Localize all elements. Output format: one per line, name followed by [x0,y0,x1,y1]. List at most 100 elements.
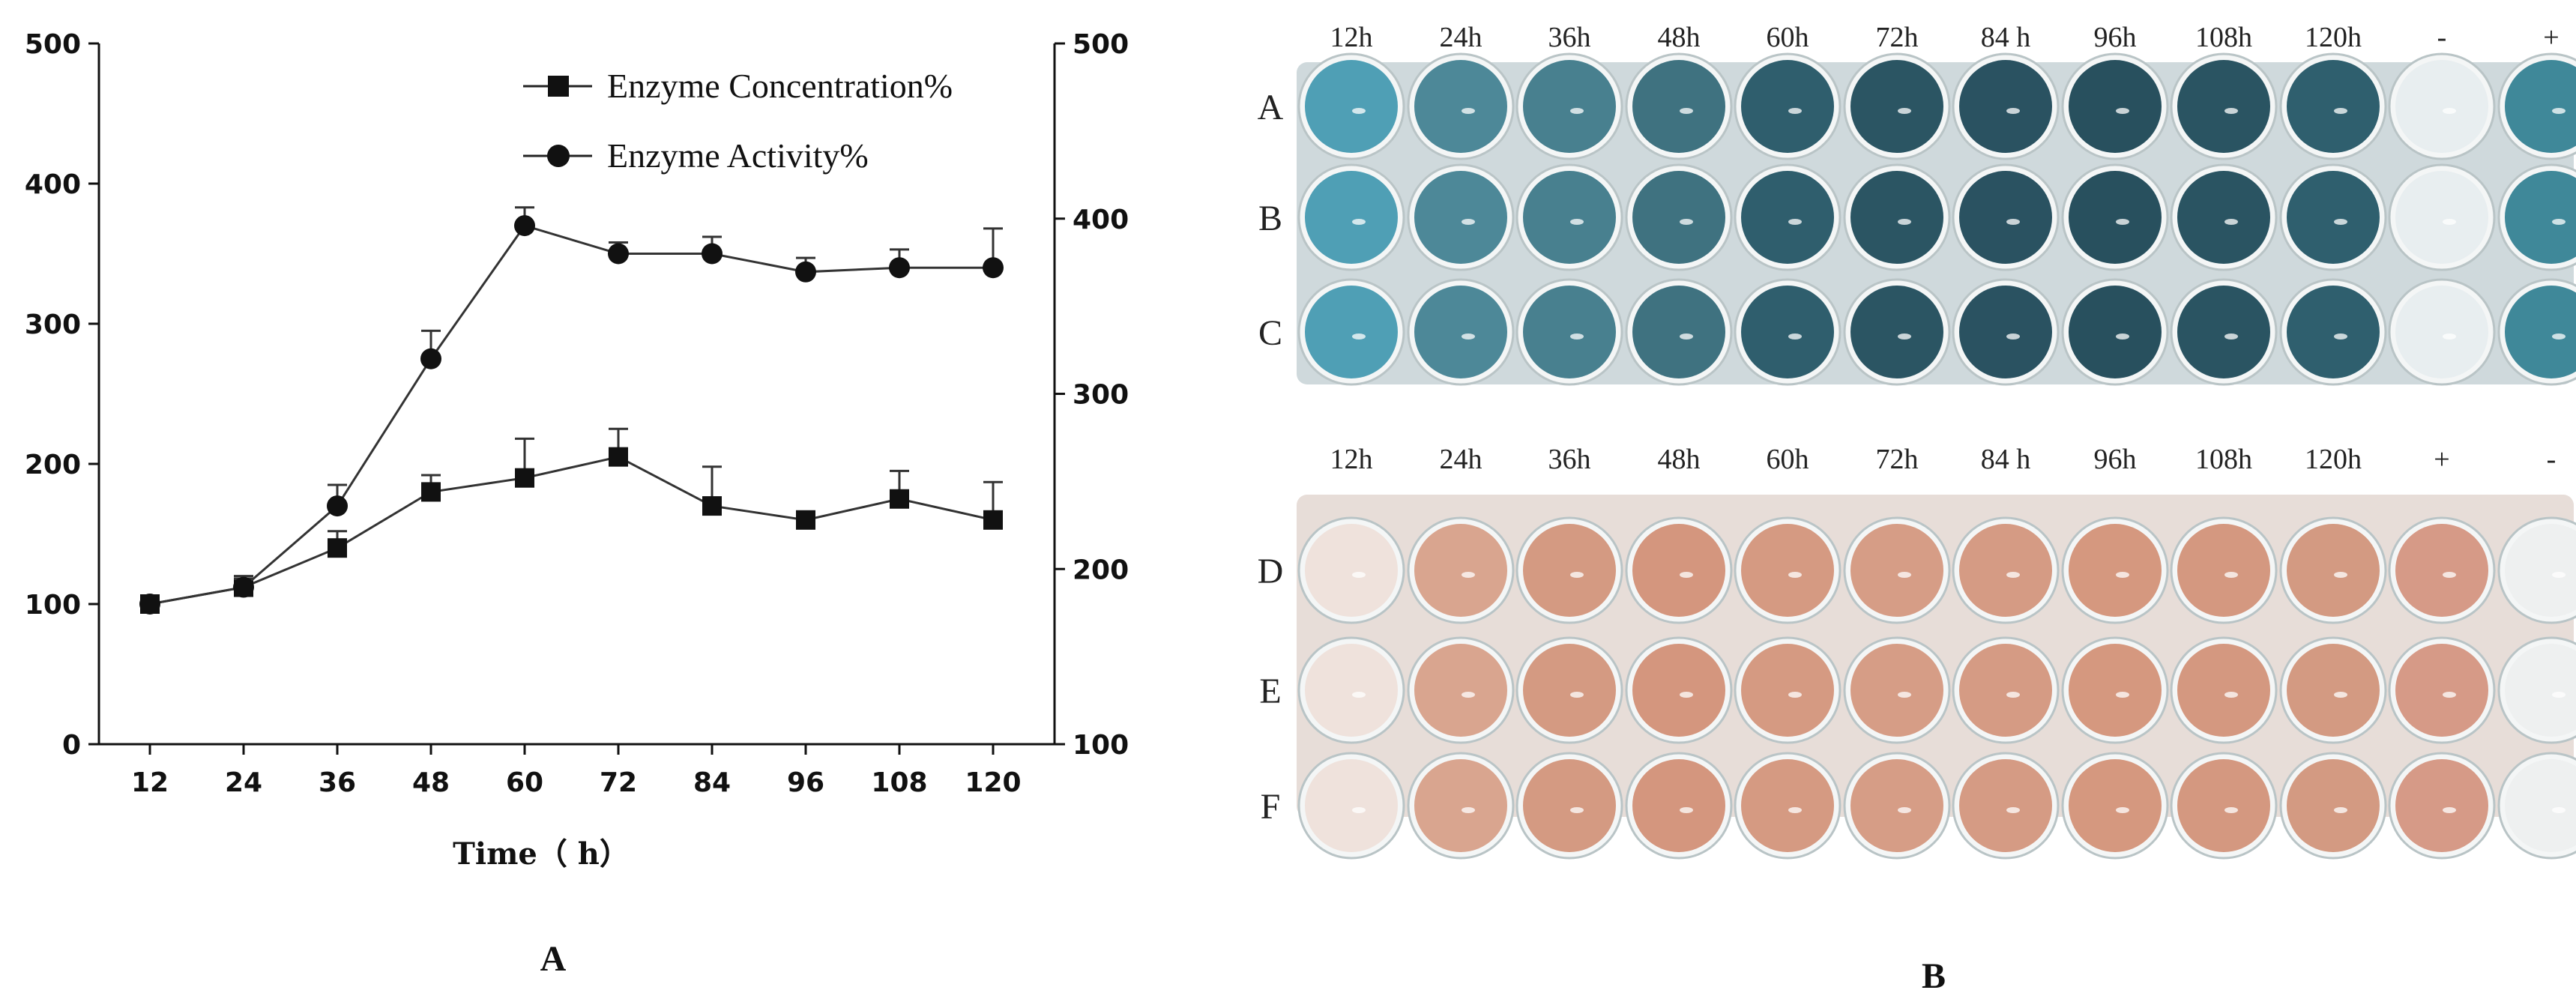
well-highlight [2006,334,2020,339]
well-highlight [1462,692,1475,698]
well-highlight [1570,219,1584,225]
well-highlight [2116,572,2129,578]
data-point-square [609,447,628,467]
well [2177,759,2270,852]
well-highlight [2006,692,2020,698]
well-highlight [1898,334,1911,339]
row-label: D [1258,552,1284,591]
well [1850,60,1943,153]
column-label: + [2543,22,2559,53]
well [1414,286,1507,378]
well [2287,171,2380,264]
column-label: 12h [1330,22,1373,53]
well [2177,644,2270,737]
column-label: 84 h [1981,22,2031,53]
well [1959,524,2052,617]
well-highlight [1570,334,1584,339]
column-label: 48h [1658,444,1701,475]
well [2395,759,2488,852]
column-label: 24h [1440,22,1482,53]
well [1959,171,2052,264]
well-highlight [2552,572,2566,578]
column-label: 48h [1658,22,1701,53]
well-highlight [2334,219,2347,225]
well [2069,60,2162,153]
series-enzyme-activity [139,206,1004,615]
well-highlight [2443,108,2456,114]
well-highlight [2552,334,2566,339]
well [1414,60,1507,153]
well-highlight [1462,108,1475,114]
well-highlight [1680,807,1693,813]
well-highlight [1352,692,1366,698]
well-highlight [1680,692,1693,698]
data-point-square [421,482,441,502]
well-plate-photo: 12h 24h 36h 48h 60h 72h 84 h 96h 108h 120h - + A B C 1… [1258,22,2576,996]
data-point-circle [420,348,441,369]
well-highlight [1788,334,1802,339]
data-point-circle [702,243,723,265]
well-highlight [2224,572,2238,578]
well-highlight [1680,108,1693,114]
well [1305,759,1398,852]
panel-label-a: A [540,939,567,979]
well-highlight [1788,692,1802,698]
well-highlight [1352,572,1366,578]
well-highlight [2443,572,2456,578]
column-label: 96h [2094,444,2137,475]
well [1741,60,1834,153]
well [1741,644,1834,737]
well [1523,171,1616,264]
chart-axes [97,43,1056,746]
well [1305,524,1398,617]
well [1305,286,1398,378]
well [2395,286,2488,378]
well-highlight [1570,692,1584,698]
well-highlight [2552,219,2566,225]
well-highlight [2116,108,2129,114]
well [1959,759,2052,852]
well [1523,644,1616,737]
well-highlight [2334,807,2347,813]
row-label: A [1258,88,1284,127]
column-label: 72h [1876,444,1919,475]
left-y-tick-label: 500 [25,29,81,60]
plate-top: 12h 24h 36h 48h 60h 72h 84 h 96h 108h 120h - + A B C [1258,22,2576,386]
column-label: 96h [2094,22,2137,53]
row-label: E [1259,671,1281,711]
well-highlight [1898,219,1911,225]
well [1959,60,2052,153]
well-highlight [2443,807,2456,813]
well-highlight [1462,807,1475,813]
series-line [149,224,993,606]
well [2177,171,2270,264]
well-highlight [1352,334,1366,339]
x-tick-label: 72 [600,767,637,798]
well-highlight [1788,572,1802,578]
well-highlight [2334,692,2347,698]
well [2287,759,2380,852]
well-highlight [2006,219,2020,225]
well-highlight [2334,108,2347,114]
well-highlight [1898,692,1911,698]
well [2287,286,2380,378]
x-tick-label: 12 [131,767,169,798]
chart-legend: Enzyme Concentration% Enzyme Activity% [523,67,953,175]
left-y-tick-label: 0 [62,730,81,761]
well-highlight [2552,108,2566,114]
data-point-square [796,510,815,530]
well [2505,644,2576,737]
plate-bottom: 12h 24h 36h 48h 60h 72h 84 h 96h 108h 120h + - D E F [1258,444,2576,860]
data-point-circle [889,257,910,279]
well [2505,524,2576,617]
well-highlight [2224,334,2238,339]
well [2069,759,2162,852]
well [1632,759,1725,852]
x-tick-label: 36 [319,767,356,798]
well [2069,524,2162,617]
well [1850,524,1943,617]
well [2177,60,2270,153]
well [2505,759,2576,852]
data-point-square [890,489,909,509]
column-label: 60h [1767,22,1809,53]
